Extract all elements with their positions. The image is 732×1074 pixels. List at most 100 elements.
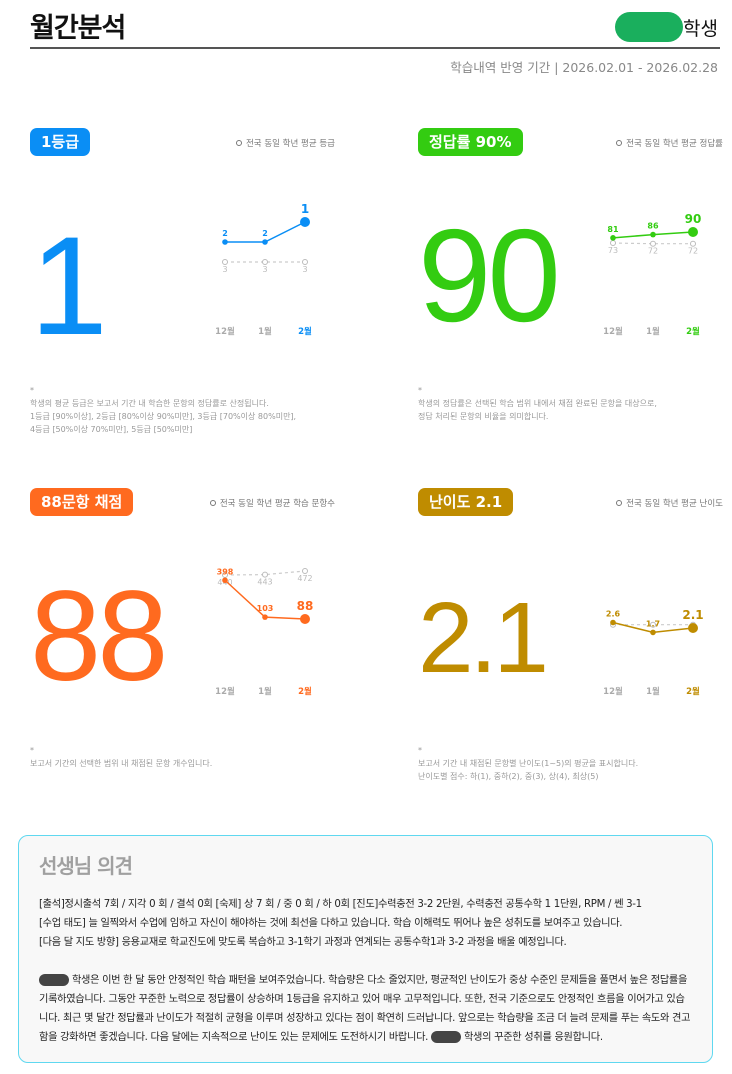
student-point xyxy=(610,619,616,626)
student-value-label: 1 xyxy=(301,202,309,216)
average-point xyxy=(302,259,308,265)
month-tick-label: 12월 xyxy=(215,326,235,337)
teacher-comment-title: 선생님 의견 xyxy=(39,854,133,878)
student-name: 학생 xyxy=(615,12,718,42)
trend-chart: 3 3 3 2 2 1 12월 1월 2월 xyxy=(215,202,312,337)
average-value-label: 72 xyxy=(688,247,698,256)
trend-chart: 73 72 72 81 86 90 12월 1월 2월 xyxy=(603,212,702,337)
student-value-label: 88 xyxy=(297,599,314,613)
metric-badge: 정답률 90% xyxy=(418,128,523,156)
student-point xyxy=(262,239,268,245)
month-tick-label: 2월 xyxy=(298,686,312,697)
average-value-label: 3 xyxy=(302,265,307,274)
metric-value: 2.1 xyxy=(418,582,549,694)
student-point xyxy=(688,227,698,237)
average-value-label: 3 xyxy=(262,265,267,274)
average-point xyxy=(650,621,656,628)
note-line: * xyxy=(418,386,422,395)
student-point xyxy=(262,614,268,620)
average-point xyxy=(690,240,696,247)
metric-value: 90 xyxy=(418,202,561,349)
header-divider xyxy=(30,47,720,49)
month-tick-label: 12월 xyxy=(215,686,235,697)
month-tick-label: 2월 xyxy=(298,326,312,337)
metric-card: 88문항 채점 전국 동일 학년 평균 학습 문항수 88 * 보고서 기간의 선… xyxy=(30,488,335,818)
student-value-label: 1.7 xyxy=(646,619,660,628)
student-value-label: 2 xyxy=(262,229,268,238)
average-value-label: 443 xyxy=(257,578,272,587)
trend-chart: 4404434723981038812월1월2월 xyxy=(215,567,314,697)
metric-badge: 난이도 2.1 xyxy=(418,488,514,516)
note-line: 학생의 평균 등급은 보고서 기간 내 학습한 문항의 정답률로 산정됩니다. xyxy=(30,399,269,408)
student-point xyxy=(222,577,228,584)
average-point xyxy=(262,571,268,578)
national-average-legend: 전국 동일 학년 평균 등급 xyxy=(235,137,335,149)
legend-label: 전국 동일 학년 평균 난이도 xyxy=(626,499,723,509)
metric-card: 난이도 2.1 전국 동일 학년 평균 난이도 2.1 * 보고서 기간 내 채점… xyxy=(418,488,723,818)
student-point xyxy=(610,235,616,241)
teacher-comment-panel: 선생님 의견 [출석]정시출석 7회 / 지각 0 회 / 결석 0회 [숙제]… xyxy=(18,835,713,1063)
redacted-name xyxy=(39,974,69,986)
student-value-label: 81 xyxy=(607,225,619,234)
note-line: * xyxy=(418,746,422,755)
report-period: 학습내역 반영 기간 | 2026.02.01 - 2026.02.28 xyxy=(450,60,718,75)
note-line: 정답 처리된 문항의 비율을 의미합니다. xyxy=(418,412,549,421)
note-line: 학생의 정답률은 선택된 학습 범위 내에서 채점 완료된 문항을 대상으로, xyxy=(418,399,657,408)
average-value-label: 3 xyxy=(222,265,227,274)
metric-value: 88 xyxy=(30,565,168,708)
note-line: * xyxy=(30,746,34,755)
national-average-legend: 전국 동일 학년 평균 난이도 xyxy=(616,497,723,509)
month-tick-label: 1월 xyxy=(646,686,660,697)
average-value-label: 72 xyxy=(648,247,658,256)
month-tick-label: 12월 xyxy=(603,326,623,337)
student-point xyxy=(300,217,310,227)
month-tick-label: 1월 xyxy=(646,326,660,337)
note-line: 1등급 [90%이상], 2등급 [80%이상 90%미만], 3등급 [70%… xyxy=(30,412,297,421)
student-value-label: 2.6 xyxy=(606,610,621,619)
note-line: 보고서 기간의 선택한 범위 내 채점된 문항 개수입니다. xyxy=(30,759,213,768)
comment-line-next-plan: [다음 달 지도 방향] 응용교재로 학교진도에 맞도록 복습하고 3-1학기 … xyxy=(39,937,567,948)
average-value-label: 472 xyxy=(297,574,312,583)
month-tick-label: 12월 xyxy=(603,686,623,697)
metric-card: 1등급 전국 동일 학년 평균 등급 1 * 학생의 평균 등급은 보고서 기간 … xyxy=(30,128,335,458)
month-tick-label: 2월 xyxy=(686,686,700,697)
month-tick-label: 2월 xyxy=(686,326,700,337)
average-point xyxy=(650,240,656,247)
average-value-label: 73 xyxy=(608,246,618,255)
metric-value: 1 xyxy=(30,207,108,364)
comment-paragraph: 학생은 이번 한 달 동안 안정적인 학습 패턴을 보여주었습니다. 학습량은 … xyxy=(39,971,692,1047)
circle-icon xyxy=(209,500,216,506)
legend-label: 전국 동일 학년 평균 학습 문항수 xyxy=(219,499,335,509)
note-line: 보고서 기간 내 채점된 문항별 난이도(1~5)의 평균을 표시합니다. xyxy=(418,759,639,768)
student-point xyxy=(688,623,698,633)
legend-label: 전국 동일 학년 평균 등급 xyxy=(245,139,335,149)
national-average-legend: 전국 동일 학년 평균 학습 문항수 xyxy=(209,497,335,509)
comment-line-attendance: [출석]정시출석 7회 / 지각 0 회 / 결석 0회 [숙제] 상 7 회 … xyxy=(39,899,642,910)
average-point xyxy=(610,240,616,247)
metric-card: 정답률 90% 전국 동일 학년 평균 정답률 90 * 학생의 정답률은 선택된… xyxy=(418,128,723,458)
note-line: * xyxy=(30,386,34,395)
metric-note: * 보고서 기간의 선택한 범위 내 채점된 문항 개수입니다. xyxy=(30,744,212,770)
legend-label: 전국 동일 학년 평균 정답률 xyxy=(626,139,723,149)
comment-line-attitude: [수업 태도] 늘 일찍와서 수업에 임하고 자신이 해야하는 것에 최선을 다… xyxy=(39,918,623,929)
student-point xyxy=(300,614,310,624)
average-line xyxy=(224,570,306,576)
student-value-label: 2 xyxy=(222,229,228,238)
student-value-label: 103 xyxy=(257,604,274,613)
student-value-label: 2.1 xyxy=(682,608,703,622)
month-tick-label: 1월 xyxy=(258,686,272,697)
student-value-label: 90 xyxy=(685,212,702,226)
student-point xyxy=(650,231,656,238)
average-point xyxy=(222,259,228,265)
student-value-label: 86 xyxy=(647,222,659,231)
comment-text: 학생은 이번 한 달 동안 안정적인 학습 패턴을 보여주었습니다. 학습량은 … xyxy=(39,975,691,1043)
circle-icon xyxy=(616,140,623,146)
student-point xyxy=(222,239,228,245)
redacted-name xyxy=(431,1031,462,1043)
month-tick-label: 1월 xyxy=(258,326,272,337)
average-line xyxy=(612,242,693,245)
student-point xyxy=(650,629,656,636)
student-suffix: 학생 xyxy=(683,17,718,40)
comment-text-end: 학생의 꾸준한 성취를 응원합니다. xyxy=(461,1032,603,1043)
redacted-name xyxy=(615,12,684,42)
